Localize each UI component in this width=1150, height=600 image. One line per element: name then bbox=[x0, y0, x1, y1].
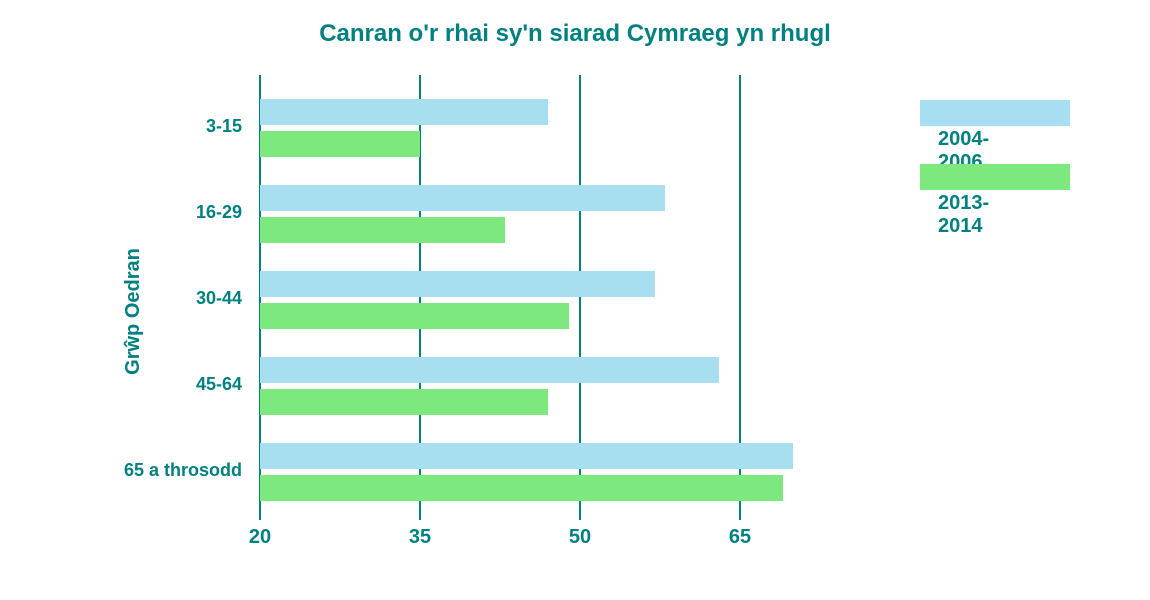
bar bbox=[260, 475, 783, 501]
category-label: 30-44 bbox=[0, 288, 242, 309]
chart-title: Canran o'r rhai sy'n siarad Cymraeg yn r… bbox=[0, 20, 1150, 48]
bar bbox=[260, 271, 655, 297]
x-tick-label: 35 bbox=[390, 526, 450, 549]
plot-area bbox=[260, 75, 900, 520]
legend-swatch bbox=[920, 100, 1070, 126]
category-label: 45-64 bbox=[0, 374, 242, 395]
chart-container: Canran o'r rhai sy'n siarad Cymraeg yn r… bbox=[0, 0, 1150, 600]
category-label: 65 a throsodd bbox=[0, 460, 242, 481]
bar bbox=[260, 443, 793, 469]
y-axis-label: Grŵp Oedran bbox=[122, 248, 145, 375]
bar bbox=[260, 131, 420, 157]
x-tick-label: 50 bbox=[550, 526, 610, 549]
bar bbox=[260, 99, 548, 125]
category-label: 16-29 bbox=[0, 202, 242, 223]
legend-swatch bbox=[920, 164, 1070, 190]
bar bbox=[260, 389, 548, 415]
x-tick-label: 20 bbox=[230, 526, 290, 549]
bar bbox=[260, 303, 569, 329]
bar bbox=[260, 217, 505, 243]
bar bbox=[260, 357, 719, 383]
x-tick-label: 65 bbox=[710, 526, 770, 549]
legend-label: 2013-2014 bbox=[938, 192, 989, 238]
bar bbox=[260, 185, 665, 211]
category-label: 3-15 bbox=[0, 116, 242, 137]
